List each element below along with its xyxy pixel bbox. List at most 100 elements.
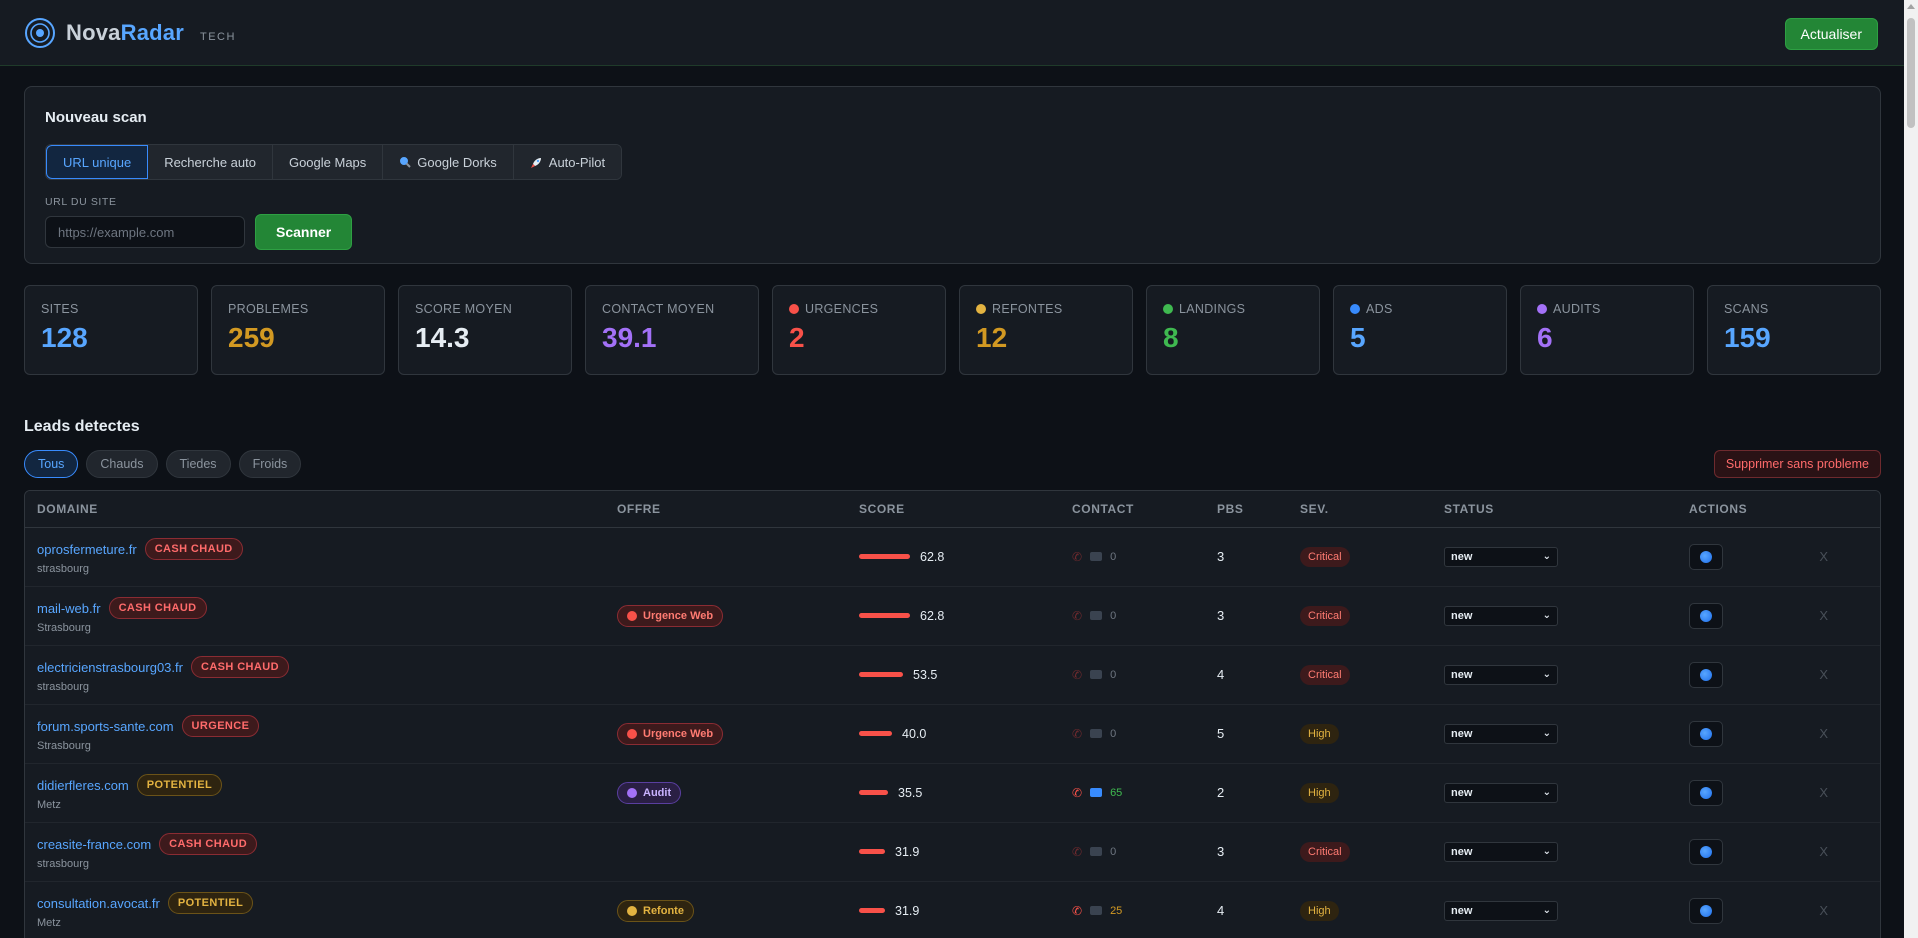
domain-link[interactable]: creasite-france.com (37, 836, 152, 852)
stat-label: ADS (1350, 302, 1490, 316)
score-bar (859, 908, 885, 913)
open-site-button[interactable] (1689, 543, 1723, 570)
stat-card-landings: LANDINGS 8 (1146, 285, 1320, 375)
chevron-down-icon: ⌄ (1542, 551, 1551, 562)
open-site-button[interactable] (1689, 838, 1723, 865)
severity-badge: High (1300, 782, 1339, 803)
open-site-button[interactable] (1689, 779, 1723, 806)
globe-icon (1700, 668, 1712, 681)
filter-tiedes[interactable]: Tiedes (165, 450, 231, 478)
table-row[interactable]: didierfleres.com POTENTIEL Metz Audit 35… (25, 763, 1880, 822)
table-row[interactable]: oprosfermeture.fr CASH CHAUD strasbourg … (25, 527, 1880, 586)
stat-value: 12 (976, 322, 1008, 353)
domain-link[interactable]: electricienstrasbourg03.fr (37, 659, 183, 675)
stat-label: SITES (41, 302, 79, 316)
domain-link[interactable]: oprosfermeture.fr (37, 541, 137, 557)
remove-lead-button[interactable]: X (1819, 726, 1828, 741)
status-select[interactable]: new ⌄ (1444, 900, 1558, 921)
score-cell: 62.8 (847, 527, 1060, 586)
domain-link[interactable]: didierfleres.com (37, 777, 129, 793)
scroll-up-icon[interactable] (1907, 4, 1915, 9)
scanner-button[interactable]: Scanner (255, 214, 353, 250)
remove-lead-button[interactable]: X (1819, 608, 1828, 623)
stats-row: SITES 128 PROBLEMES 259 SCORE MOYEN 14.3 CONTA… (24, 285, 1881, 375)
remove-lead-button[interactable]: X (1819, 844, 1828, 859)
tab-google-dorks[interactable]: Google Dorks (383, 145, 514, 179)
contact-cell: ✆ 65 (1060, 763, 1205, 822)
domain-cell: creasite-france.com CASH CHAUD strasbour… (25, 822, 605, 881)
remove-lead-button[interactable]: X (1819, 549, 1828, 564)
offer-cell (605, 822, 847, 881)
remove-lead-button[interactable]: X (1819, 667, 1828, 682)
url-field-label: URL DU SITE (45, 196, 117, 208)
stat-label: SCORE MOYEN (415, 302, 513, 316)
tab-google-maps[interactable]: Google Maps (272, 145, 384, 179)
status-select[interactable]: new ⌄ (1444, 546, 1558, 567)
status-select[interactable]: new ⌄ (1444, 782, 1558, 803)
col-status[interactable]: STATUS (1432, 491, 1677, 528)
stat-label: URGENCES (789, 302, 929, 316)
email-icon (1090, 906, 1103, 915)
status-select[interactable]: new ⌄ (1444, 841, 1558, 862)
status-select[interactable]: new ⌄ (1444, 723, 1558, 744)
score-bar (859, 613, 910, 618)
pbs-cell: 4 (1217, 667, 1225, 682)
table-row[interactable]: mail-web.fr CASH CHAUD Strasbourg Urgenc… (25, 586, 1880, 645)
col-contact[interactable]: CONTACT (1060, 491, 1205, 528)
open-site-button[interactable] (1689, 897, 1723, 924)
stat-value: 128 (41, 322, 88, 353)
scrollbar-thumb[interactable] (1907, 18, 1915, 128)
filter-chauds[interactable]: Chauds (86, 450, 158, 478)
email-icon (1090, 788, 1103, 797)
contact-cell: ✆ 0 (1060, 704, 1205, 763)
table-row[interactable]: consultation.avocat.fr POTENTIEL Metz Re… (25, 881, 1880, 938)
city-label: strasbourg (37, 681, 89, 693)
refresh-button[interactable]: Actualiser (1784, 18, 1878, 50)
severity-badge: Critical (1300, 546, 1350, 567)
score-cell: 31.9 (847, 881, 1060, 938)
filter-froids[interactable]: Froids (238, 450, 302, 478)
offer-cell (605, 527, 847, 586)
stat-card-ads: ADS 5 (1333, 285, 1507, 375)
open-site-button[interactable] (1689, 661, 1723, 688)
stat-card-scans: SCANS 159 (1707, 285, 1881, 375)
stat-card-urgences: URGENCES 2 (772, 285, 946, 375)
status-select[interactable]: new ⌄ (1444, 605, 1558, 626)
filter-tous[interactable]: Tous (24, 450, 79, 478)
domain-link[interactable]: mail-web.fr (37, 600, 101, 616)
pbs-cell: 2 (1217, 785, 1225, 800)
logo[interactable]: NovaRadar TECH (24, 17, 236, 49)
table-row[interactable]: electricienstrasbourg03.fr CASH CHAUD st… (25, 645, 1880, 704)
url-input[interactable] (45, 216, 245, 248)
leads-table: DOMAINE OFFRE SCORE CONTACT PBS SEV. STA… (24, 490, 1881, 938)
tab-recherche-auto[interactable]: Recherche auto (148, 145, 273, 179)
score-cell: 53.5 (847, 645, 1060, 704)
domain-link[interactable]: forum.sports-sante.com (37, 718, 174, 734)
lead-tag: POTENTIEL (167, 892, 254, 914)
tab-auto-pilot[interactable]: Auto-Pilot (513, 145, 622, 179)
col-offre[interactable]: OFFRE (605, 491, 847, 528)
city-label: strasbourg (37, 858, 89, 870)
open-site-button[interactable] (1689, 720, 1723, 747)
table-row[interactable]: creasite-france.com CASH CHAUD strasbour… (25, 822, 1880, 881)
domain-link[interactable]: consultation.avocat.fr (37, 895, 160, 911)
offer-cell: Audit (605, 763, 847, 822)
col-score[interactable]: SCORE (847, 491, 1060, 528)
col-sev[interactable]: SEV. (1288, 491, 1432, 528)
col-domaine[interactable]: DOMAINE (25, 491, 605, 528)
remove-lead-button[interactable]: X (1819, 903, 1828, 918)
delete-no-problem-button[interactable]: Supprimer sans probleme (1713, 450, 1881, 478)
remove-lead-button[interactable]: X (1819, 785, 1828, 800)
col-pbs[interactable]: PBS (1205, 491, 1288, 528)
top-bar: NovaRadar TECH Actualiser (0, 0, 1904, 66)
page-scrollbar[interactable] (1904, 0, 1918, 938)
stat-card-refontes: REFONTES 12 (959, 285, 1133, 375)
open-site-button[interactable] (1689, 602, 1723, 629)
tab-url-unique[interactable]: URL unique (46, 145, 149, 179)
sev-cell: High (1288, 763, 1432, 822)
table-row[interactable]: forum.sports-sante.com URGENCE Strasbour… (25, 704, 1880, 763)
score-bar (859, 849, 885, 854)
app-name: NovaRadar (66, 19, 184, 45)
status-select[interactable]: new ⌄ (1444, 664, 1558, 685)
email-icon (1090, 729, 1103, 738)
